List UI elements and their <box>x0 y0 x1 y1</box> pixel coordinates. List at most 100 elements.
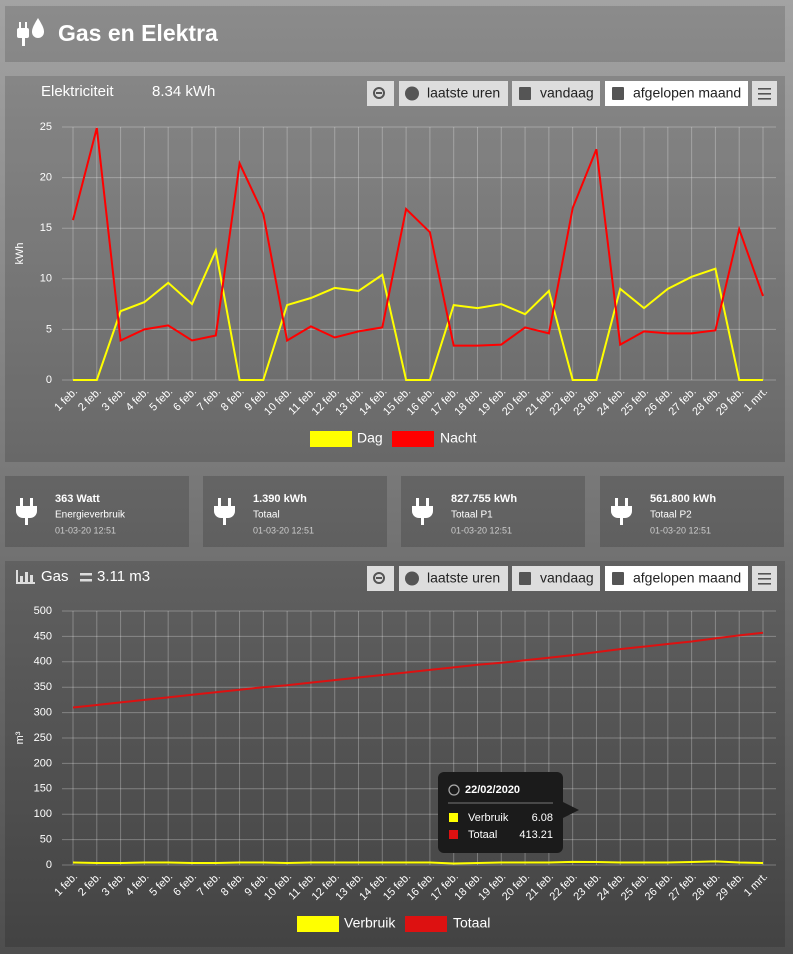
y-tick-label: 450 <box>34 630 52 642</box>
range-button-label: vandaag <box>540 570 594 586</box>
series-line <box>73 247 763 381</box>
menu-icon <box>758 98 771 100</box>
header-icon <box>17 18 44 46</box>
card-value: 827.755 kWh <box>451 493 517 505</box>
plug-body <box>214 506 235 518</box>
tooltip-swatch <box>449 830 458 839</box>
card-label: Totaal P2 <box>650 510 692 521</box>
legend-swatch[interactable] <box>310 431 352 447</box>
legend-label[interactable]: Nacht <box>440 430 477 446</box>
calendar-icon <box>612 87 624 100</box>
plug-prong <box>416 498 419 506</box>
legend-label[interactable]: Verbruik <box>344 915 396 931</box>
range-button[interactable] <box>605 566 748 591</box>
page-title: Gas en Elektra <box>58 20 218 46</box>
y-tick-label: 300 <box>34 707 52 719</box>
card-value: 363 Watt <box>55 493 100 505</box>
clock-icon <box>405 86 419 101</box>
legend-swatch[interactable] <box>392 431 434 447</box>
plug-cord <box>620 517 623 525</box>
card-value: 1.390 kWh <box>253 493 307 505</box>
chart-panel <box>5 561 785 947</box>
calendar-icon <box>612 572 624 585</box>
plug-prong <box>426 498 429 506</box>
tooltip-value: 413.21 <box>519 829 553 841</box>
tooltip-box <box>438 772 563 853</box>
legend-swatch[interactable] <box>405 916 447 932</box>
plug-body <box>16 506 37 518</box>
legend-swatch[interactable] <box>297 916 339 932</box>
zoom-icon <box>376 92 382 94</box>
tooltip-title: 22/02/2020 <box>465 784 520 796</box>
icon-part <box>20 576 23 584</box>
y-tick-label: 400 <box>34 656 52 668</box>
y-tick-label: 350 <box>34 681 52 693</box>
chart-subtitle: 3.11 m3 <box>97 568 150 585</box>
plug-prong <box>30 498 33 506</box>
y-tick-label: 200 <box>34 757 52 769</box>
plug-icon <box>412 498 433 525</box>
icon-part <box>30 575 33 584</box>
chart-title: Gas <box>41 568 69 585</box>
range-button-label: laatste uren <box>427 85 500 101</box>
range-button-label: vandaag <box>540 85 594 101</box>
plug-cord <box>223 517 226 525</box>
tooltip: 22/02/2020 Verbruik 6.08 Totaal 413.21 <box>438 772 579 853</box>
header-panel <box>5 6 785 62</box>
calendar-icon <box>519 572 531 585</box>
plug-prong <box>228 498 231 506</box>
y-tick-label: 5 <box>46 323 52 335</box>
series-line <box>72 631 764 709</box>
icon-part <box>16 570 18 584</box>
equals-icon <box>80 579 92 582</box>
plug-cord <box>421 517 424 525</box>
y-tick-label: 50 <box>40 834 52 846</box>
plug-icon <box>611 498 632 525</box>
y-tick-label: 25 <box>40 121 52 133</box>
tooltip-clock <box>448 784 460 796</box>
y-tick-label: 0 <box>46 859 52 871</box>
range-button[interactable] <box>605 81 748 106</box>
tooltip-arrow <box>563 802 579 818</box>
card-time: 01-03-20 12:51 <box>55 525 116 535</box>
legend-label[interactable]: Totaal <box>453 915 490 931</box>
card-time: 01-03-20 12:51 <box>451 525 512 535</box>
range-button-label: laatste uren <box>427 570 500 586</box>
chart-icon <box>16 570 35 584</box>
plug-prong <box>20 498 23 506</box>
zoom-icon <box>376 577 382 579</box>
card-time: 01-03-20 12:51 <box>253 525 314 535</box>
y-axis-label: m³ <box>14 731 26 744</box>
range-button-label: afgelopen maand <box>633 85 741 101</box>
y-tick-label: 250 <box>34 732 52 744</box>
y-tick-label: 0 <box>46 374 52 386</box>
clock-icon <box>405 571 419 586</box>
y-tick-label: 10 <box>40 273 52 285</box>
plug-prong <box>625 498 628 506</box>
y-tick-label: 150 <box>34 783 52 795</box>
card-label: Totaal <box>253 510 280 521</box>
tooltip-series: Totaal <box>468 829 497 841</box>
plug-body <box>611 506 632 518</box>
menu-icon <box>758 88 771 90</box>
zoom-icon <box>373 572 385 584</box>
icon-part <box>25 572 28 584</box>
equals-icon <box>80 573 92 576</box>
legend-label[interactable]: Dag <box>357 430 383 446</box>
card-time: 01-03-20 12:51 <box>650 525 711 535</box>
chart-title: Elektriciteit <box>41 83 114 100</box>
card-value: 561.800 kWh <box>650 493 716 505</box>
card-label: Energieverbruik <box>55 510 126 521</box>
y-tick-label: 500 <box>34 605 52 617</box>
plug-cord <box>25 517 28 525</box>
calendar-icon <box>519 87 531 100</box>
plug-icon <box>16 498 37 525</box>
chart-subtitle: 8.34 kWh <box>152 83 215 100</box>
plug-body <box>412 506 433 518</box>
menu-icon <box>758 583 771 585</box>
zoom-icon <box>373 87 385 99</box>
menu-icon <box>758 93 771 95</box>
plug-prong <box>218 498 221 506</box>
